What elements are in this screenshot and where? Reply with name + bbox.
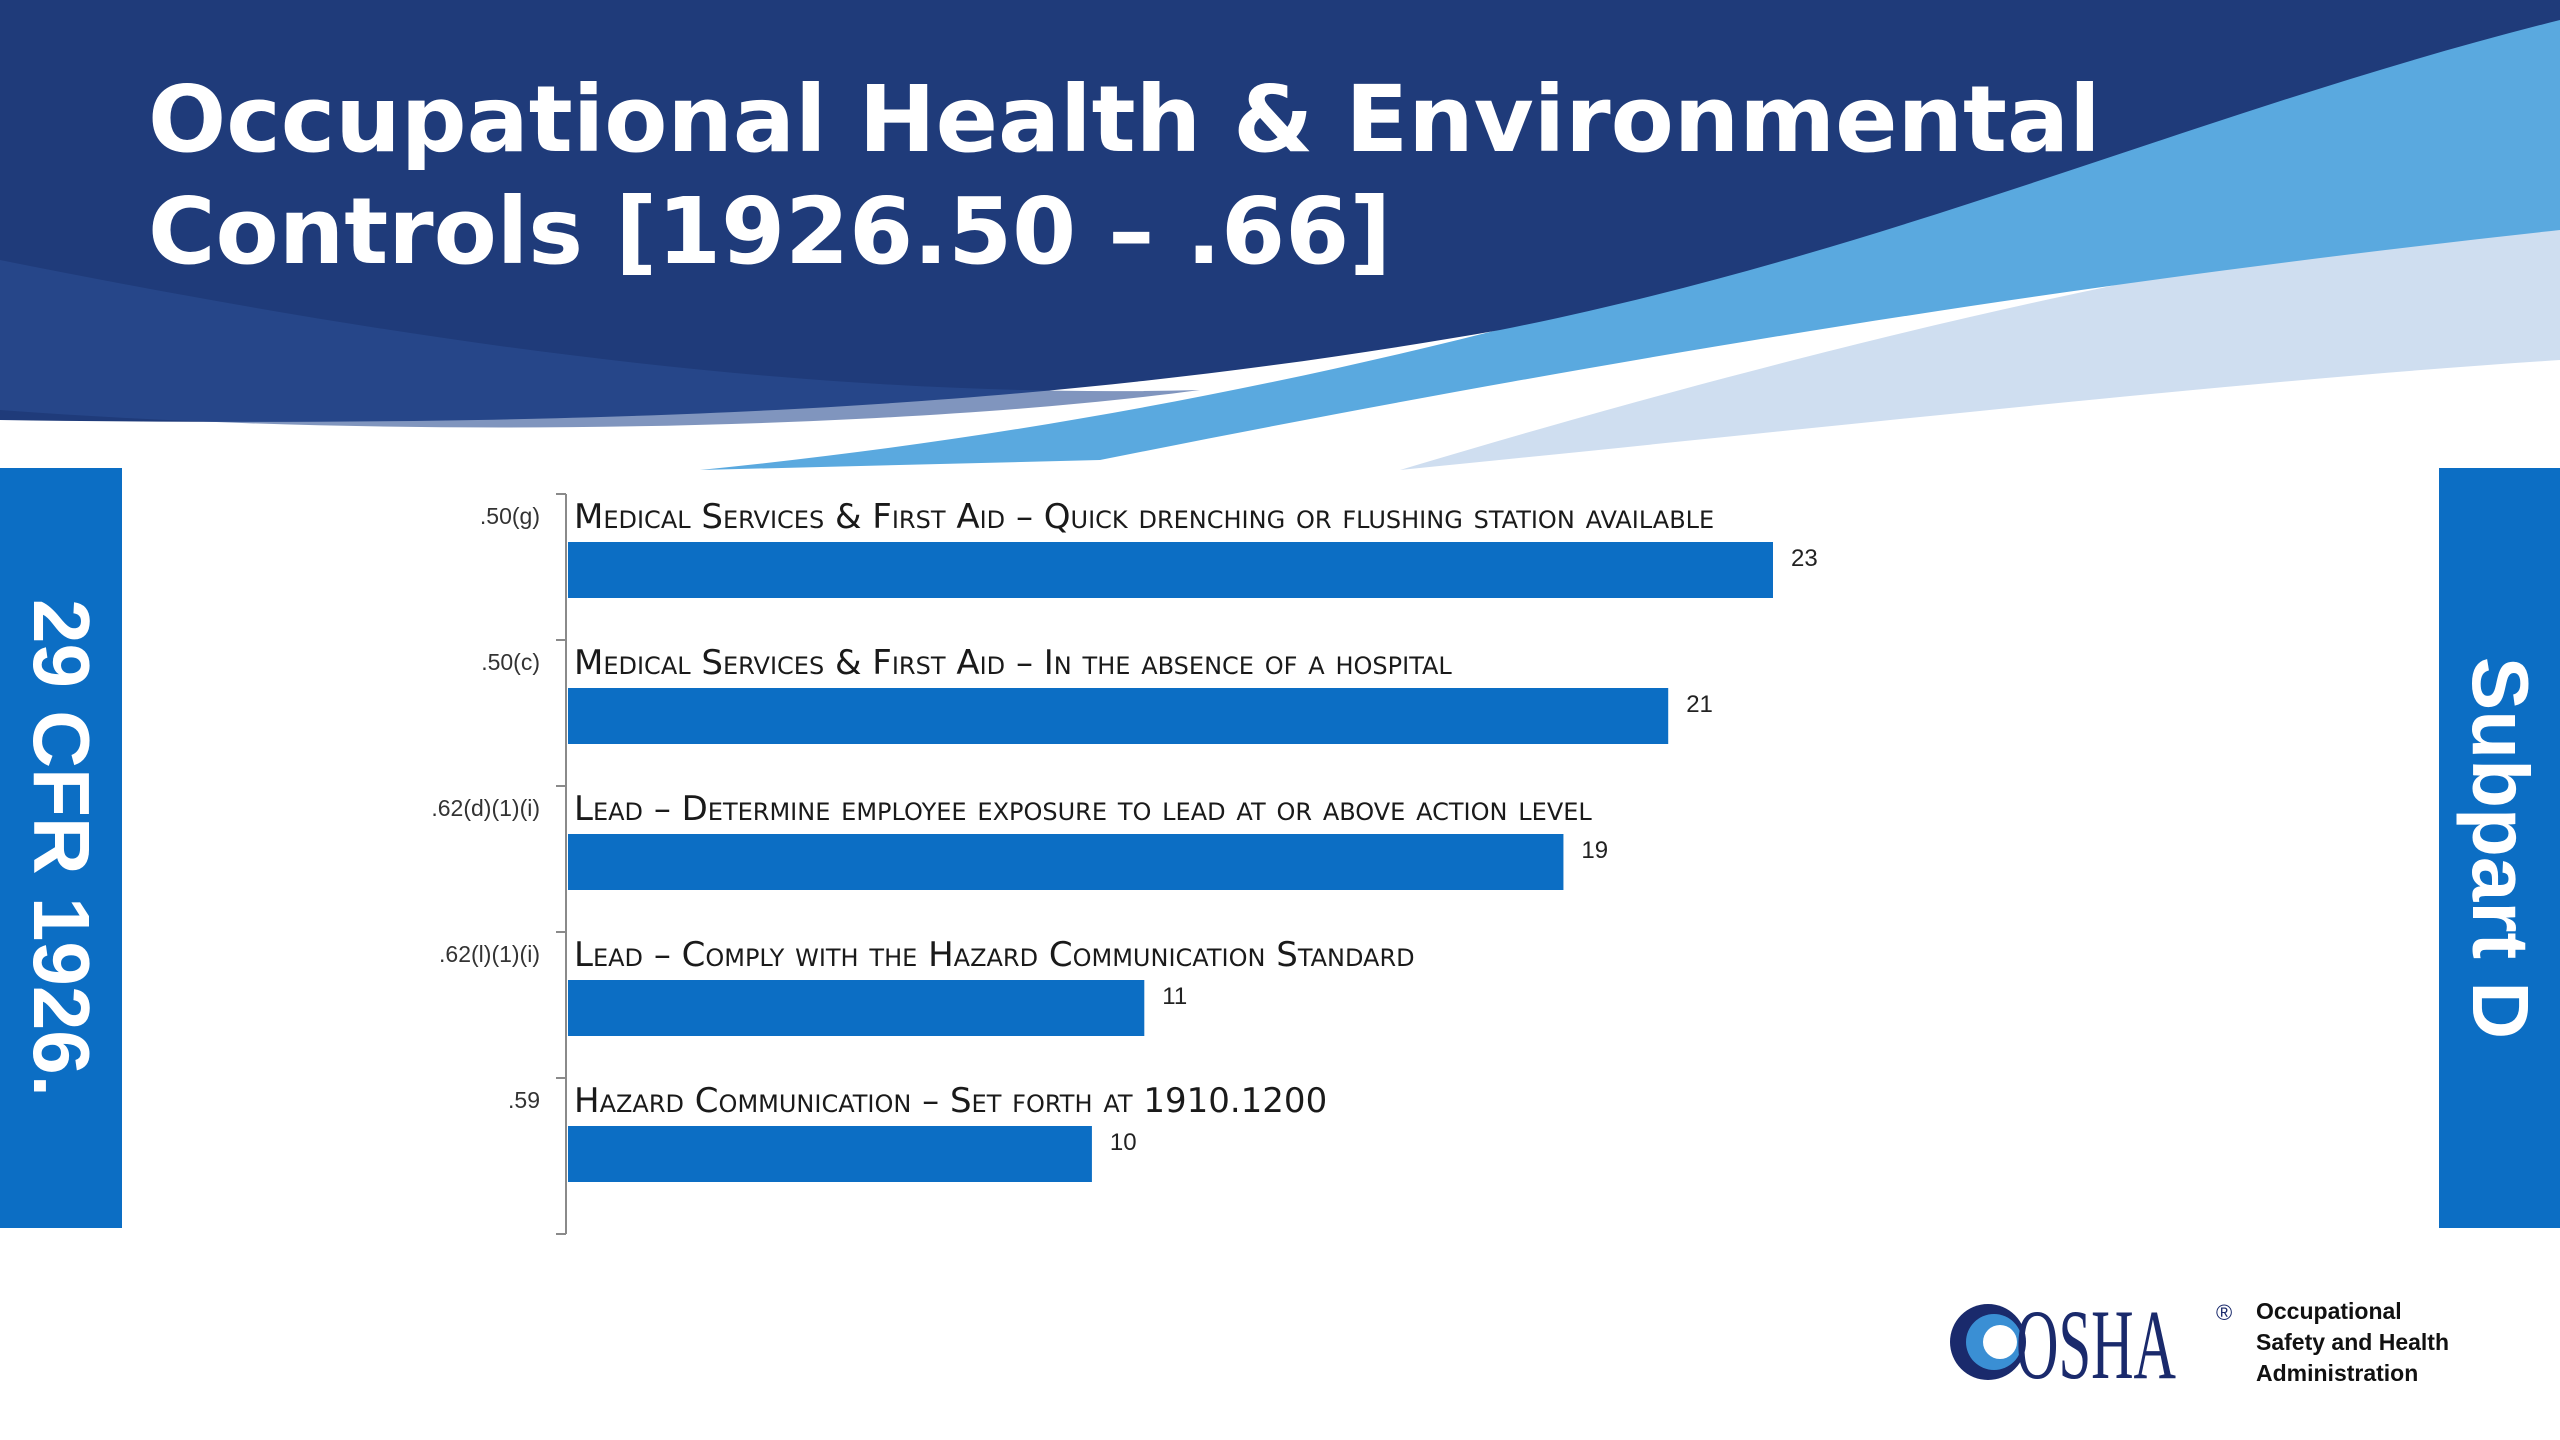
slide-title-line-1: Occupational Health & Environmental [148, 66, 2101, 173]
chart-bar [568, 980, 1145, 1036]
header-wave-pale [1400, 210, 2560, 470]
chart-bar-description: Lead – Determine employee exposure to le… [574, 789, 1592, 829]
chart-bar [568, 834, 1564, 890]
left-tab-label: 29 CFR 1926. [17, 598, 106, 1098]
osha-wordmark: OSHA [2016, 1290, 2176, 1390]
right-side-tab: Subpart D [2439, 468, 2560, 1228]
chart-category-label: .59 [508, 1087, 540, 1113]
right-tab-label: Subpart D [2455, 656, 2545, 1040]
left-side-tab: 29 CFR 1926. [0, 468, 122, 1228]
chart-category-label: .50(c) [481, 649, 540, 675]
chart-bar-description: Lead – Comply with the Hazard Communicat… [574, 935, 1415, 975]
chart-value-label: 19 [1581, 837, 1608, 864]
chart-bar [568, 688, 1669, 744]
osha-tagline-line-3: Administration [2256, 1360, 2419, 1386]
osha-tagline-line-1: Occupational [2256, 1298, 2402, 1324]
chart-bar-description: Hazard Communication – Set forth at 1910… [574, 1081, 1327, 1121]
chart-value-label: 23 [1791, 545, 1818, 572]
osha-registered-mark: ® [2216, 1300, 2232, 1325]
chart-category-label: .50(g) [480, 503, 540, 529]
chart-bar [568, 1126, 1092, 1182]
slide-title: Occupational Health & Environmental Cont… [148, 64, 2101, 288]
chart-value-label: 10 [1110, 1129, 1137, 1156]
chart-value-label: 21 [1686, 691, 1713, 718]
osha-logo-ring-inner [1983, 1325, 2017, 1359]
slide-title-line-2: Controls [1926.50 – .66] [148, 178, 1392, 285]
header-wave-navy [0, 0, 2560, 422]
chart-category-label: .62(d)(1)(i) [431, 795, 540, 821]
chart-category-label: .62(l)(1)(i) [439, 941, 540, 967]
chart-bar-description: Medical Services & First Aid – In the ab… [574, 643, 1452, 683]
osha-logo: OSHA ® [1950, 1290, 2232, 1390]
chart-bar-description: Medical Services & First Aid – Quick dre… [574, 497, 1714, 537]
header-wave-light [700, 0, 2560, 470]
header-wave-navy-mid [0, 260, 1200, 428]
osha-tagline: Occupational Safety and Health Administr… [2256, 1296, 2496, 1389]
osha-tagline-line-2: Safety and Health [2256, 1329, 2449, 1355]
header-wave-banner [0, 0, 2560, 470]
chart-value-label: 11 [1162, 983, 1187, 1010]
chart-bar [568, 542, 1773, 598]
